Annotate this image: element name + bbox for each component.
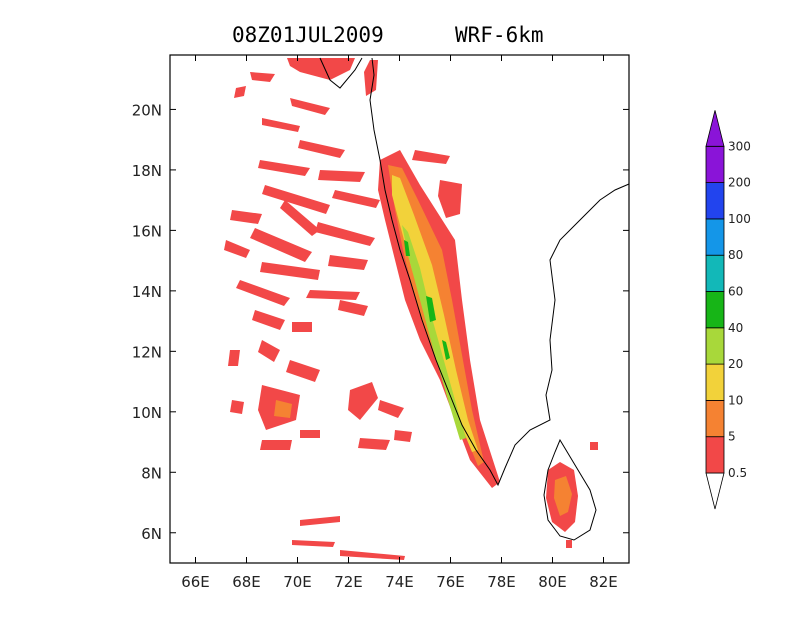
- colorbar-label: 20: [728, 357, 743, 371]
- lat-tick-label: 8N: [141, 464, 162, 482]
- colorbar-swatch: [705, 254, 725, 292]
- colorbar-label: 10: [728, 393, 743, 407]
- colorbar-label: 40: [728, 321, 743, 335]
- lon-tick-label: 80E: [538, 573, 567, 591]
- colorbar-label: 80: [728, 248, 743, 262]
- lat-tick-label: 14N: [132, 283, 162, 301]
- lon-tick-label: 72E: [334, 573, 363, 591]
- lat-tick-label: 20N: [132, 101, 162, 119]
- lon-tick-label: 68E: [232, 573, 261, 591]
- coastline: [319, 57, 630, 541]
- lon-tick-label: 78E: [487, 573, 516, 591]
- lat-tick-label: 10N: [132, 404, 162, 422]
- colorbar-swatch: [705, 182, 725, 220]
- map-area: 66E 68E 70E 72E 74E 76E 78E 80E 82E 20N 18N 16N 14N 1…: [132, 54, 630, 591]
- lat-tick-label: 6N: [141, 525, 162, 543]
- rainfall-field: [224, 58, 598, 560]
- colorbar-low-arrow: [705, 472, 725, 510]
- colorbar-swatch: [705, 399, 725, 438]
- colorbar-high-arrow: [705, 110, 725, 147]
- lon-tick-label: 74E: [385, 573, 414, 591]
- title-model: WRF-6km: [455, 23, 544, 47]
- colorbar: 0.5 5 10 20 40 60 80 100 200 300: [705, 110, 751, 510]
- colorbar-swatch: [705, 218, 725, 256]
- colorbar-swatch: [705, 363, 725, 401]
- colorbar-label: 100: [728, 212, 751, 226]
- lon-tick-label: 70E: [283, 573, 312, 591]
- axis-ticks: 66E 68E 70E 72E 74E 76E 78E 80E 82E 20N 18N 16N 14N 1…: [132, 55, 629, 591]
- lat-tick-label: 12N: [132, 343, 162, 361]
- colorbar-swatch: [705, 436, 725, 474]
- colorbar-swatch: [705, 145, 725, 184]
- lon-tick-label: 66E: [181, 573, 210, 591]
- lat-tick-label: 16N: [132, 222, 162, 240]
- colorbar-swatch: [705, 291, 725, 329]
- colorbar-label: 300: [728, 139, 751, 153]
- lon-tick-label: 76E: [436, 573, 465, 591]
- colorbar-label: 0.5: [728, 466, 747, 480]
- colorbar-label: 60: [728, 285, 743, 299]
- colorbar-label: 200: [728, 176, 751, 190]
- colorbar-label: 5: [728, 430, 736, 444]
- colorbar-swatch: [705, 327, 725, 365]
- title-time: 08Z01JUL2009: [232, 23, 384, 47]
- lon-tick-label: 82E: [589, 573, 618, 591]
- lat-tick-label: 18N: [132, 162, 162, 180]
